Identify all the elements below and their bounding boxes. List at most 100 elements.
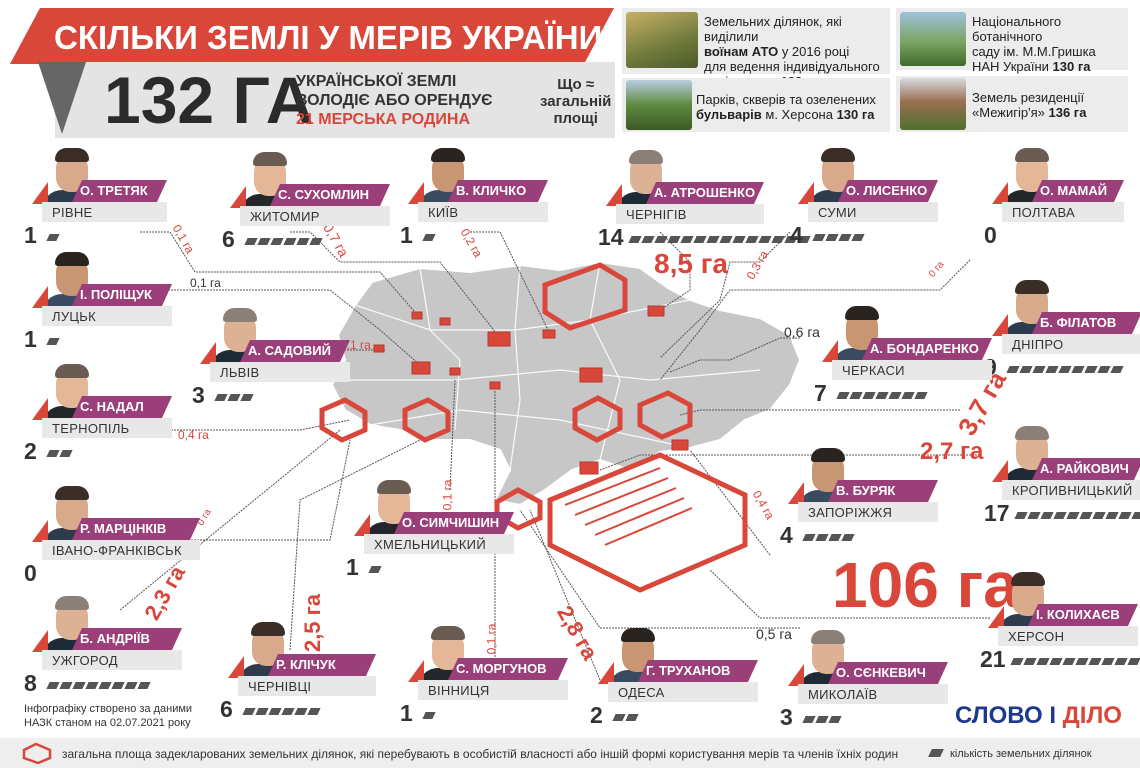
plot-bar <box>1066 512 1080 519</box>
plot-marker-cherkasy <box>579 367 603 383</box>
plot-bar <box>1101 658 1115 665</box>
plot-count-bars <box>836 392 928 399</box>
plot-large-chernivtsi <box>402 397 451 443</box>
city-bar <box>238 676 376 696</box>
accent-triangle <box>992 314 1008 336</box>
mayor-name: О. ТРЕТЯК <box>72 180 167 202</box>
mayor-city: ЛЬВІВ <box>220 365 260 380</box>
plot-count: 1 <box>400 700 413 726</box>
plot-count: 1 <box>346 554 359 580</box>
plot-count: 3 <box>192 382 205 408</box>
plot-count: 1 <box>24 326 37 352</box>
plot-bar <box>1071 366 1085 373</box>
plot-bar <box>693 236 707 243</box>
plot-bar <box>1032 366 1046 373</box>
plot-count: 6 <box>222 226 235 252</box>
plot-bar <box>851 234 865 241</box>
area-lutsk: 0,1 га <box>190 276 221 290</box>
plot-count-bars <box>1006 366 1124 373</box>
plot-bar <box>422 234 436 241</box>
plot-marker-kyiv <box>542 329 556 339</box>
city-bar <box>998 626 1138 646</box>
plot-count-bars <box>628 236 811 243</box>
plot-bar <box>802 716 816 723</box>
mayor-city: ХМЕЛЬНИЦЬКИЙ <box>374 537 486 552</box>
plot-bar <box>812 234 826 241</box>
plot-bar <box>255 708 269 715</box>
plot-count: 0 <box>24 560 37 586</box>
plot-count: 4 <box>780 522 793 548</box>
mayor-city: ЛУЦЬК <box>52 309 97 324</box>
mayor-name: А. АТРОШЕНКО <box>646 182 764 204</box>
mayor-city: ЗАПОРІЖЖЯ <box>808 505 893 520</box>
accent-triangle <box>32 630 48 652</box>
accent-triangle <box>988 606 1004 628</box>
mayor-city: КИЇВ <box>428 205 459 220</box>
plot-bar <box>294 708 308 715</box>
plot-marker-sumy <box>647 305 665 317</box>
plot-bar <box>137 682 151 689</box>
plot-bar <box>719 236 733 243</box>
area-chernivtsi: 2,5 га <box>300 593 326 653</box>
plot-marker-ternopil <box>411 361 431 375</box>
plot-bar <box>1053 512 1067 519</box>
accent-triangle <box>228 656 244 678</box>
plot-count-bars <box>612 714 639 721</box>
plot-bar <box>841 534 855 541</box>
city-bar <box>240 206 390 226</box>
mayor-city: УЖГОРОД <box>52 653 118 668</box>
plot-count: 14 <box>598 224 624 250</box>
plot-bar <box>46 450 60 457</box>
accent-triangle <box>822 340 838 362</box>
parks-photo <box>626 80 692 130</box>
plot-bar <box>1040 512 1054 519</box>
plot-marker-khmelnytskyi <box>449 367 461 376</box>
plot-bar <box>1110 366 1124 373</box>
mayor-name: І. ПОЛІЩУК <box>72 284 172 306</box>
plot-bar <box>46 234 60 241</box>
mayor-city: ДНІПРО <box>1012 337 1064 352</box>
lead-panel <box>55 62 615 138</box>
mayor-name: Б. АНДРІЇВ <box>72 628 182 650</box>
accent-triangle <box>408 182 424 204</box>
plot-bar <box>46 338 60 345</box>
plot-bar <box>242 708 256 715</box>
plot-count: 7 <box>814 380 827 406</box>
plot-bar <box>268 708 282 715</box>
mayor-city: ЧЕРКАСИ <box>842 363 905 378</box>
mezhyhirya-photo <box>900 78 966 130</box>
accent-triangle <box>354 514 370 536</box>
city-bar <box>364 534 514 554</box>
mayor-city: МИКОЛАЇВ <box>808 687 878 702</box>
accent-triangle <box>606 184 622 206</box>
mayor-name: А. БОНДАРЕНКО <box>862 338 992 360</box>
city-bar <box>808 202 938 222</box>
plot-bar <box>227 394 241 401</box>
plot-marker-lviv <box>373 344 385 353</box>
city-bar <box>42 202 167 222</box>
mayor-city: СУМИ <box>818 205 857 220</box>
accent-triangle <box>992 182 1008 204</box>
accent-triangle <box>32 286 48 308</box>
city-bar <box>42 540 200 560</box>
plot-count-bars <box>242 708 321 715</box>
mayor-name: А. РАЙКОВИЧ <box>1032 458 1140 480</box>
plot-count-bars <box>46 234 60 241</box>
city-bar <box>616 204 764 224</box>
plot-huge-kherson <box>547 452 748 593</box>
plot-marker-zhytomyr <box>487 331 511 347</box>
plot-marker-zaporizhzhia <box>671 439 689 451</box>
plot-bar <box>1062 658 1076 665</box>
mayor-city: ОДЕСА <box>618 685 665 700</box>
plot-bar <box>46 682 60 689</box>
plot-bar <box>1023 658 1037 665</box>
plot-count: 6 <box>220 696 233 722</box>
plot-count-bars <box>422 234 436 241</box>
lead-triangle <box>38 62 86 134</box>
mayor-city: ТЕРНОПІЛЬ <box>52 421 130 436</box>
title-banner: СКІЛЬКИ ЗЕМЛІ У МЕРІВ УКРАЇНИ <box>10 8 614 64</box>
plot-bar <box>309 238 323 245</box>
lead-line-1: УКРАЇНСЬКОЇ ЗЕМЛІ <box>296 73 457 90</box>
lead-line-3: 21 МЕРСЬКА РОДИНА <box>296 111 471 128</box>
plot-bar <box>888 392 902 399</box>
